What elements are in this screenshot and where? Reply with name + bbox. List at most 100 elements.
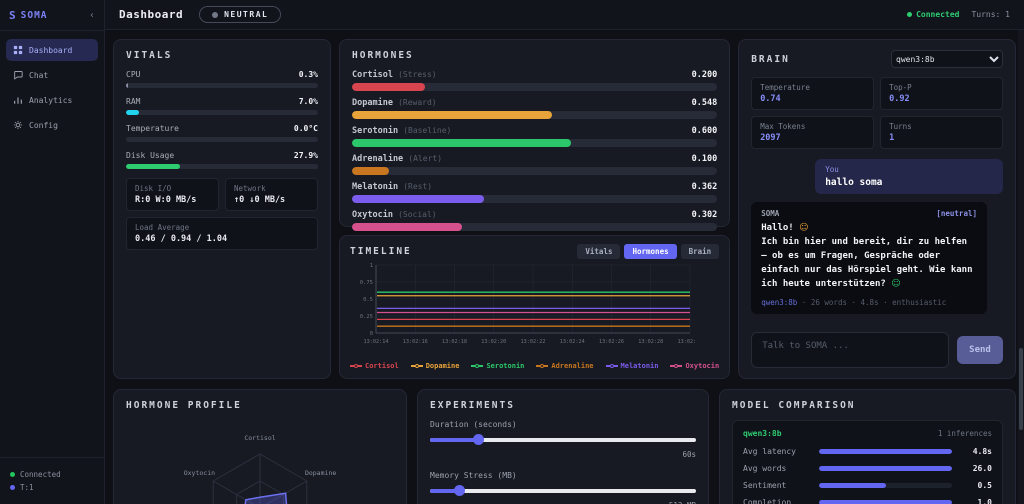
slider-track[interactable]: [430, 489, 696, 493]
slider-label: Duration (seconds): [430, 420, 517, 429]
brain-param-turns: Turns 1: [880, 116, 1003, 149]
sidebar-item-dashboard[interactable]: Dashboard: [6, 39, 98, 61]
scrollbar[interactable]: [1018, 30, 1024, 504]
brain-param-label: Top-P: [889, 83, 912, 92]
svg-text:13:02:28: 13:02:28: [638, 339, 663, 345]
vital-card: Load Average 0.46 / 0.94 / 1.04: [126, 217, 318, 250]
dashboard-row-1: VITALS CPU 0.3% RAM 7.0% Temperature 0.0°C Dis…: [113, 39, 1016, 379]
vital-metric-value: 0.0°C: [293, 124, 318, 133]
topbar: Dashboard NEUTRAL Connected Turns: 1: [105, 0, 1024, 30]
hormone-value: 0.302: [691, 210, 718, 220]
comparison-metric-value: 4.8s: [972, 447, 992, 456]
slider-thumb[interactable]: [472, 434, 484, 445]
hormone-bar-track: [352, 195, 718, 203]
brain-param-max-tokens: Max Tokens 2097: [751, 116, 875, 149]
experiments-title: EXPERIMENTS: [430, 400, 515, 411]
sidebar-nav: Dashboard Chat Analytics Config: [0, 31, 104, 457]
brain-title: BRAIN: [751, 53, 790, 65]
chat-input[interactable]: [751, 332, 949, 368]
sidebar-item-label: Dashboard: [29, 45, 73, 55]
hormone-label-row: Cortisol (Stress) 0.200: [352, 70, 717, 80]
vital-metric-row: RAM 7.0%: [126, 97, 318, 106]
vitals-metrics: CPU 0.3% RAM 7.0% Temperature 0.0°C Disk Usage…: [126, 70, 318, 169]
collapse-sidebar-icon[interactable]: ‹: [88, 10, 95, 21]
hormone-bar-track: [352, 223, 718, 231]
gear-icon: [13, 120, 23, 130]
comparison-metric-value: 1.0: [977, 498, 992, 504]
hormone-label-row: Melatonin (Rest) 0.362: [352, 182, 717, 192]
vital-card-value: R:0 W:0 MB/s: [135, 195, 197, 205]
legend-item-melatonin: Melatonin: [605, 362, 659, 370]
model-comparison-panel: MODEL COMPARISON qwen3:8b 1 inferences A…: [719, 389, 1016, 504]
sidebar-item-analytics[interactable]: Analytics: [6, 89, 98, 111]
legend-marker-icon: [605, 364, 618, 368]
tab-hormones[interactable]: Hormones: [624, 244, 677, 259]
soma-message-author: SOMA: [761, 209, 780, 218]
model-select[interactable]: qwen3:8b: [891, 50, 1003, 68]
timeline-panel: TIMELINE Vitals Hormones Brain 0 0.25 0.5 0.7…: [339, 235, 731, 379]
slider-control[interactable]: [430, 434, 696, 446]
timeline-tabs: Vitals Hormones Brain: [577, 244, 720, 259]
legend-marker-part: [536, 365, 541, 367]
user-message: You hallo soma: [815, 159, 1003, 194]
comparison-metric-label: Avg words: [743, 464, 787, 473]
mood-label: NEUTRAL: [224, 10, 269, 19]
slider-control[interactable]: [430, 485, 696, 497]
legend-item-adrenaline: Adrenaline: [536, 362, 594, 370]
tab-vitals[interactable]: Vitals: [577, 244, 621, 259]
comparison-model-name: qwen3:8b: [743, 429, 782, 438]
hormones-list: Cortisol (Stress) 0.200 Dopamine (Reward) 0…: [352, 70, 718, 231]
grin-emoji-icon: ☺: [891, 278, 901, 289]
soma-message-line1: Hallo!: [761, 223, 794, 233]
slider-track[interactable]: [430, 438, 696, 442]
comparison-bar-track: [819, 449, 952, 454]
scrollbar-thumb[interactable]: [1019, 348, 1023, 430]
slider-thumb[interactable]: [454, 485, 466, 496]
vital-bar-fill: [126, 110, 140, 115]
soma-message: SOMA [neutral] Hallo! ☺ Ich bin hier und…: [751, 202, 987, 314]
sidebar-item-config[interactable]: Config: [6, 114, 98, 136]
svg-text:0.5: 0.5: [363, 297, 373, 303]
main-area: Dashboard NEUTRAL Connected Turns: 1 VIT…: [105, 0, 1024, 504]
status-dot-icon: [10, 472, 15, 477]
send-button[interactable]: Send: [957, 336, 1003, 364]
svg-text:Oxytocin: Oxytocin: [184, 469, 215, 477]
hormone-value: 0.600: [691, 126, 718, 136]
vital-card-label: Network: [234, 184, 266, 193]
vital-card-label: Load Average: [135, 223, 190, 232]
hormone-tag: (Baseline): [403, 126, 452, 135]
comparison-metric-row: Avg latency 4.8s: [743, 447, 992, 456]
legend-label: Serotonin: [486, 362, 525, 370]
hormone-value: 0.200: [691, 70, 718, 80]
connection-status: Connected: [907, 10, 959, 19]
legend-marker-part: [609, 364, 614, 368]
brain-param-label: Turns: [889, 122, 912, 131]
comparison-bar-track: [819, 466, 952, 471]
smiley-emoji-icon: ☺: [799, 223, 809, 233]
hormone-bar-fill: [352, 111, 553, 119]
legend-item-serotonin: Serotonin: [471, 362, 524, 370]
vital-bar-fill: [126, 83, 128, 88]
hormone-name: Cortisol (Stress): [352, 70, 437, 80]
model-comparison-card: qwen3:8b 1 inferences Avg latency 4.8s Avg…: [732, 420, 1003, 504]
legend-item-dopamine: Dopamine: [410, 362, 459, 370]
tab-brain[interactable]: Brain: [680, 244, 720, 259]
legend-label: Melatonin: [620, 362, 659, 370]
legend-marker-part: [471, 365, 476, 367]
vital-bar-track: [126, 137, 318, 142]
sidebar: S SOMA ‹ Dashboard Chat Analytics Config Co…: [0, 0, 105, 504]
sidebar-item-label: Chat: [29, 70, 49, 80]
hormones-title: HORMONES: [352, 50, 414, 61]
hormone-label-row: Serotonin (Baseline) 0.600: [352, 126, 717, 136]
hormone-tag: (Alert): [408, 154, 443, 163]
vital-metric: RAM 7.0%: [126, 97, 318, 115]
sidebar-item-chat[interactable]: Chat: [6, 64, 98, 86]
slider-fill: [430, 489, 460, 493]
brain-param-value: 2097: [760, 133, 781, 143]
hormone-row: Cortisol (Stress) 0.200: [352, 70, 718, 91]
legend-label: Oxytocin: [685, 362, 720, 370]
hormone-name: Adrenaline (Alert): [352, 154, 443, 164]
brain-params: Temperature 0.74 Top-P 0.92 Max Tokens 2097 Tu…: [751, 77, 1003, 149]
vital-metric: Temperature 0.0°C: [126, 124, 318, 142]
comparison-metric-row: Sentiment 0.5: [743, 481, 992, 490]
